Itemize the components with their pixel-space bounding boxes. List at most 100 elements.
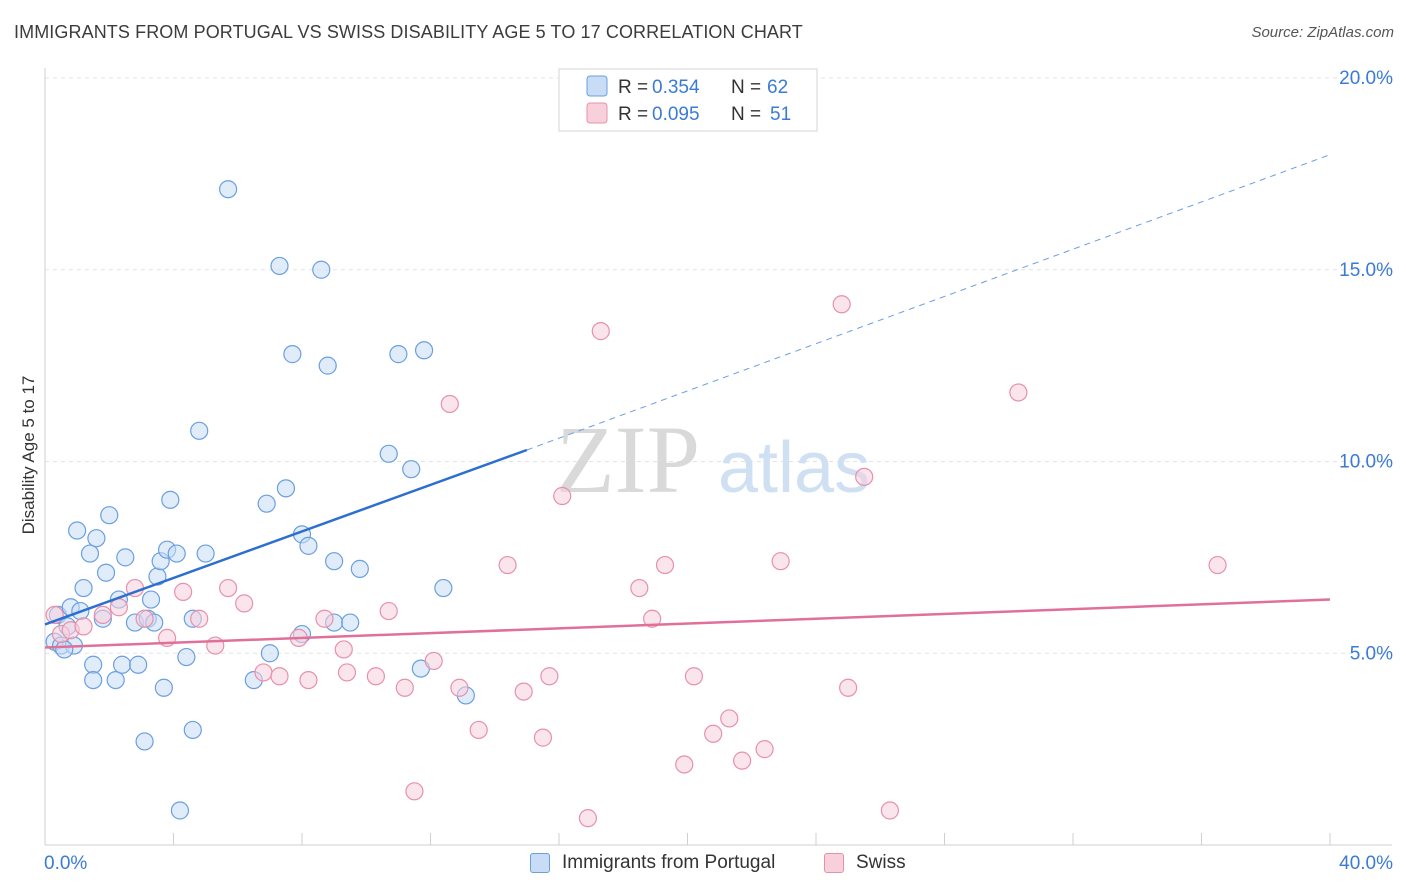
point-swiss	[514, 682, 533, 701]
tick-labels: 5.0% 10.0% 15.0% 20.0% 0.0% 40.0%	[44, 68, 1393, 874]
point-portugal	[87, 529, 106, 548]
legend-swatch-swiss	[824, 853, 844, 873]
point-swiss	[424, 651, 443, 671]
legend-top: R = 0.354 N = 62 R = 0.095 N = 51	[558, 68, 818, 132]
legend-n-label: N =	[731, 104, 761, 125]
point-swiss	[839, 678, 858, 697]
point-portugal	[414, 341, 434, 360]
point-portugal	[84, 655, 103, 674]
point-portugal	[276, 479, 296, 498]
point-swiss	[469, 720, 488, 740]
point-portugal	[318, 356, 337, 375]
point-portugal	[196, 544, 215, 563]
point-swiss	[655, 555, 675, 575]
legend-r-value: 0.354	[652, 77, 700, 98]
point-swiss	[1009, 383, 1028, 402]
point-swiss	[315, 609, 334, 628]
point-portugal	[402, 460, 421, 479]
point-portugal	[170, 801, 190, 820]
legend-r-label: R =	[618, 104, 648, 125]
legend-swatch-portugal	[530, 853, 550, 873]
point-portugal	[74, 578, 93, 598]
point-portugal	[84, 670, 103, 690]
point-swiss	[684, 667, 704, 686]
point-portugal	[190, 421, 209, 440]
legend-bottom: Immigrants from Portugal Swiss	[0, 852, 1406, 878]
point-portugal	[312, 260, 331, 279]
point-swiss	[578, 809, 598, 828]
legend-swatch-swiss	[586, 102, 608, 124]
point-portugal	[299, 536, 318, 555]
legend-n-label: N =	[731, 77, 761, 98]
point-portugal	[389, 345, 408, 364]
point-swiss	[540, 667, 559, 686]
point-swiss	[450, 678, 469, 697]
point-portugal	[129, 655, 148, 674]
y-axis-label: Disability Age 5 to 17	[19, 376, 38, 535]
source-label: Source: ZipAtlas.com	[1251, 24, 1394, 41]
point-swiss	[405, 782, 424, 801]
legend-label-portugal: Immigrants from Portugal	[562, 852, 776, 873]
point-swiss	[771, 552, 790, 571]
point-swiss	[553, 486, 572, 506]
point-portugal	[112, 655, 132, 674]
point-portugal	[100, 506, 119, 525]
point-swiss	[93, 605, 112, 625]
point-swiss	[395, 678, 414, 697]
point-swiss	[190, 609, 209, 628]
point-swiss	[720, 709, 739, 728]
point-swiss	[254, 663, 273, 682]
point-portugal	[257, 494, 276, 513]
point-portugal	[135, 732, 154, 751]
watermark-atlas: atlas	[718, 428, 870, 508]
legend-r-value: 0.095	[652, 104, 700, 125]
point-swiss	[379, 601, 398, 621]
legend-item-swiss: Swiss	[824, 852, 906, 874]
x-tick-label: 40.0%	[1339, 853, 1393, 874]
point-portugal	[106, 670, 125, 690]
point-portugal	[96, 563, 116, 582]
point-portugal	[141, 590, 161, 609]
point-swiss	[135, 609, 154, 628]
point-portugal	[167, 544, 186, 563]
grid-lines	[45, 77, 1392, 654]
point-swiss	[74, 617, 93, 636]
point-portugal	[270, 256, 289, 276]
point-swiss	[299, 670, 318, 690]
point-portugal	[379, 444, 398, 463]
point-swiss	[498, 555, 517, 575]
legend-n-value: 62	[767, 77, 788, 98]
x-tick-label: 0.0%	[44, 853, 87, 874]
point-portugal	[183, 720, 202, 740]
data-points	[45, 180, 1227, 828]
point-swiss	[235, 594, 254, 613]
point-portugal	[434, 578, 453, 598]
point-portugal	[154, 678, 173, 697]
point-portugal	[283, 345, 302, 364]
point-swiss	[591, 322, 610, 341]
point-swiss	[733, 751, 752, 770]
point-swiss	[270, 667, 289, 686]
legend-label-swiss: Swiss	[856, 852, 906, 873]
point-swiss	[337, 663, 357, 682]
legend-swatch-portugal	[586, 75, 608, 97]
point-swiss	[334, 640, 353, 659]
trend-line-swiss	[44, 598, 1331, 649]
axes	[44, 68, 1392, 846]
point-swiss	[630, 578, 649, 598]
point-portugal	[68, 521, 87, 540]
y-tick-label: 15.0%	[1339, 260, 1393, 281]
point-swiss	[109, 598, 128, 617]
point-swiss	[533, 728, 553, 747]
point-swiss	[206, 636, 225, 655]
point-portugal	[341, 613, 360, 632]
trend-line-portugal	[44, 448, 528, 626]
point-swiss	[174, 582, 193, 601]
point-portugal	[55, 640, 74, 659]
point-portugal	[260, 644, 279, 663]
point-swiss	[755, 740, 774, 759]
point-swiss	[366, 667, 385, 686]
legend-r-label: R =	[618, 77, 648, 98]
point-portugal	[116, 548, 135, 567]
